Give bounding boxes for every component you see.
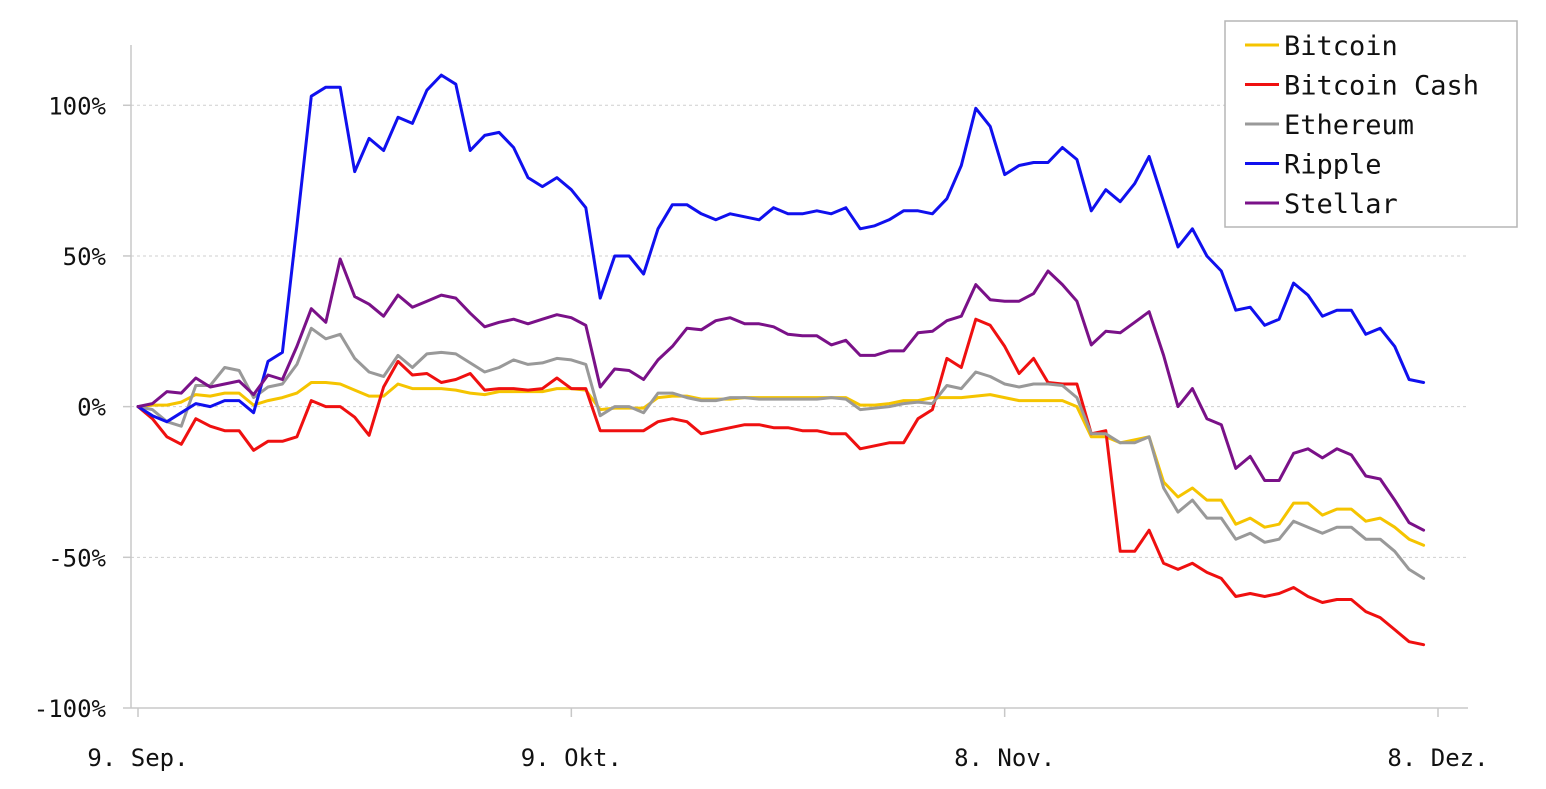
legend-label-ripple[interactable]: Ripple [1284, 150, 1382, 181]
series-line-ethereum [136, 326, 1426, 580]
x-tick-label: 8. Nov. [954, 744, 1055, 772]
y-tick-label: -100% [34, 695, 107, 723]
series-lines [136, 73, 1426, 647]
y-tick-labels: 100% 50% 0% -50% -100% [34, 92, 131, 723]
y-tick-label: 0% [77, 394, 106, 422]
axes [130, 45, 1468, 709]
grid-lines [131, 104, 1468, 558]
series-line-stellar [136, 257, 1426, 532]
legend-box [1224, 20, 1518, 228]
legend[interactable]: Bitcoin Bitcoin Cash Ethereum Ripple Stellar [1224, 20, 1518, 228]
y-tick-label: 100% [48, 92, 106, 120]
series-line-ripple [136, 73, 1426, 424]
legend-label-bitcoin-cash[interactable]: Bitcoin Cash [1284, 71, 1479, 102]
legend-label-ethereum[interactable]: Ethereum [1284, 110, 1414, 141]
legend-label-stellar[interactable]: Stellar [1284, 189, 1398, 220]
series-line-bitcoin-cash [136, 317, 1426, 647]
y-tick-label: -50% [48, 544, 106, 572]
x-tick-labels: 9. Sep. 9. Okt. 8. Nov. 8. Dez. [87, 708, 1489, 772]
x-tick-label: 9. Okt. [521, 744, 622, 772]
x-tick-label: 8. Dez. [1387, 744, 1488, 772]
x-tick-label: 9. Sep. [87, 744, 188, 772]
legend-label-bitcoin[interactable]: Bitcoin [1284, 31, 1398, 62]
y-tick-label: 50% [63, 243, 107, 271]
